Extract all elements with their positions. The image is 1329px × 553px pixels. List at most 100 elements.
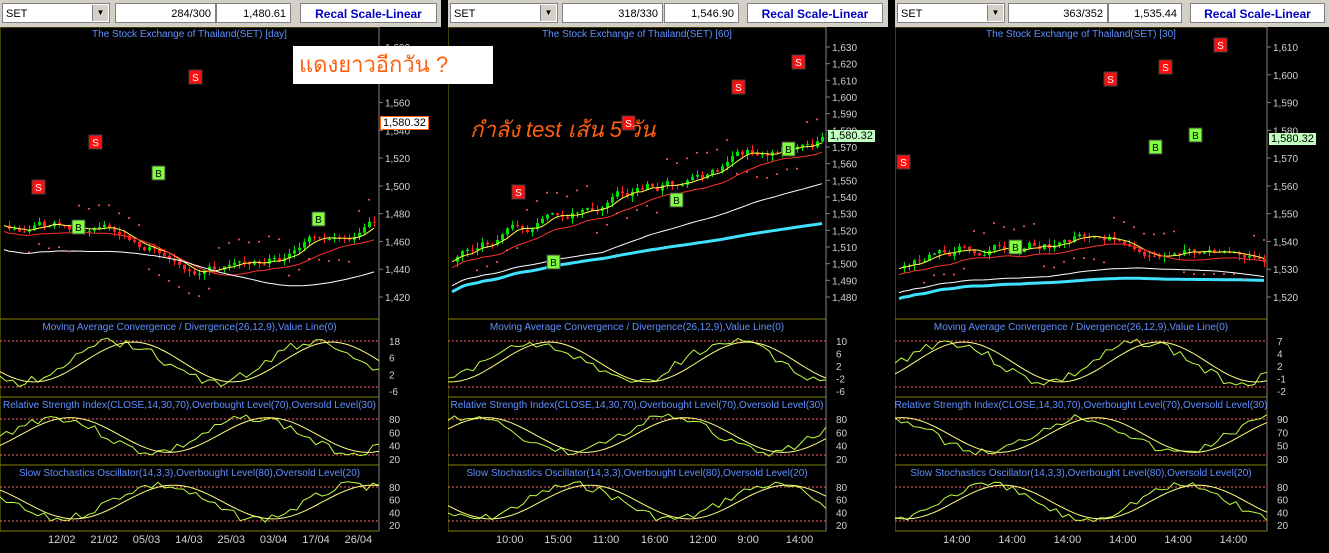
sell-signal-badge [791,54,806,70]
annotation-note-2: กำลัง test เส้น 5 วัน [470,117,656,142]
sell-signal-label: S [1107,75,1114,86]
ma-slow-line [898,267,1265,294]
candle-body [531,229,534,232]
candle-body [1118,239,1121,242]
chevron-down-icon[interactable]: ▼ [540,5,556,21]
stoch-tick-label: 40 [389,508,401,519]
candle-body [273,258,276,260]
candle-body [28,230,31,232]
symbol-select[interactable]: SET ▼ [450,3,558,23]
macd-line [448,337,827,383]
candle-body [671,181,674,185]
price-tick-label: 1,550 [832,176,857,187]
candle-body [948,252,951,256]
candle-body [908,265,911,267]
sar-dot [726,138,728,141]
candle-body [1123,241,1126,245]
sell-signal-badge [188,69,203,85]
sar-dot [1183,271,1185,274]
candle-body [1058,242,1061,246]
sar-dot [556,191,558,194]
price-tick-label: 1,560 [385,99,410,110]
sar-dot [118,212,120,215]
candle-body [1193,249,1196,253]
candle-body [591,208,594,211]
candle-body [968,246,971,250]
sar-dot [1263,239,1265,242]
candle-body [288,253,291,259]
stoch-tick-label: 60 [836,496,848,507]
sar-dot [616,212,618,215]
sar-dot [1003,225,1005,228]
recal-scale-button[interactable]: Recal Scale-Linear [1190,3,1325,23]
sar-dot [188,292,190,295]
sar-dot [1153,233,1155,236]
x-axis-label: 15:00 [544,534,572,546]
recal-scale-button[interactable]: Recal Scale-Linear [300,3,437,23]
buy-signal-label: B [1152,143,1159,154]
sar-dot [198,295,200,298]
sar-dot [48,247,50,250]
stoch-tick-label: 40 [1277,508,1289,519]
sar-dot [606,223,608,226]
macd-line [0,337,380,388]
sar-dot [1083,257,1085,260]
candle-body [1158,256,1161,258]
macd-tick-label: 2 [836,362,842,373]
sar-dot [636,208,638,211]
candle-body [541,218,544,223]
candle-body [1183,250,1186,255]
candle-body [1248,256,1251,258]
price-tick-label: 1,540 [385,126,410,137]
macd-tick-label: -2 [1277,387,1286,398]
candle-body [1143,251,1146,256]
chevron-down-icon[interactable]: ▼ [92,5,108,21]
symbol-select[interactable]: SET ▼ [2,3,110,23]
price-tick-label: 1,530 [1273,265,1298,276]
chart-panel-3: SET ▼ 363/352 1,535.44 Recal Scale-Linear The… [895,0,1329,553]
price-pane [895,27,1268,320]
candle-body [1098,237,1101,239]
candle-body [776,152,779,154]
sar-dot [338,258,340,261]
candle-body [348,238,351,240]
candle-body [23,231,26,233]
candle-body [1198,252,1201,254]
candle-body [1068,239,1071,242]
candle-body [1188,249,1191,251]
candle-body [88,230,91,232]
chart-svg: The Stock Exchange of Thailand(SET) [day… [0,27,410,546]
chart-svg: The Stock Exchange of Thailand(SET) [60]… [448,27,857,546]
candle-body [998,245,1001,247]
candle-body [811,144,814,148]
chevron-down-icon[interactable]: ▼ [987,5,1003,21]
sar-dot [348,260,350,263]
candle-body [38,221,41,226]
candle-body [103,224,106,228]
sar-dot [328,259,330,262]
candle-body [188,269,191,272]
candle-body [1133,246,1136,250]
stoch-tick-label: 80 [389,483,401,494]
symbol-select[interactable]: SET ▼ [897,3,1005,23]
sell-signal-badge [31,179,46,195]
candle-body [928,254,931,261]
ma-long-line [898,276,1265,301]
candle-body [741,151,744,155]
x-axis-label: 17/04 [302,534,330,546]
ma-slow-line [3,249,375,287]
sar-dot [496,261,498,264]
sar-dot [138,224,140,227]
candle-body [1033,242,1036,246]
candle-body [1258,257,1261,259]
candle-body [293,250,296,254]
rsi-signal-line [895,417,1268,453]
price-tick-label: 1,490 [832,276,857,287]
sar-dot [1203,273,1205,276]
last-price-label: 1,580.32 [828,130,875,142]
recal-scale-button[interactable]: Recal Scale-Linear [747,3,883,23]
candle-body [918,260,921,262]
sar-dot [208,287,210,290]
sar-dot [666,158,668,161]
candle-body [48,226,51,228]
